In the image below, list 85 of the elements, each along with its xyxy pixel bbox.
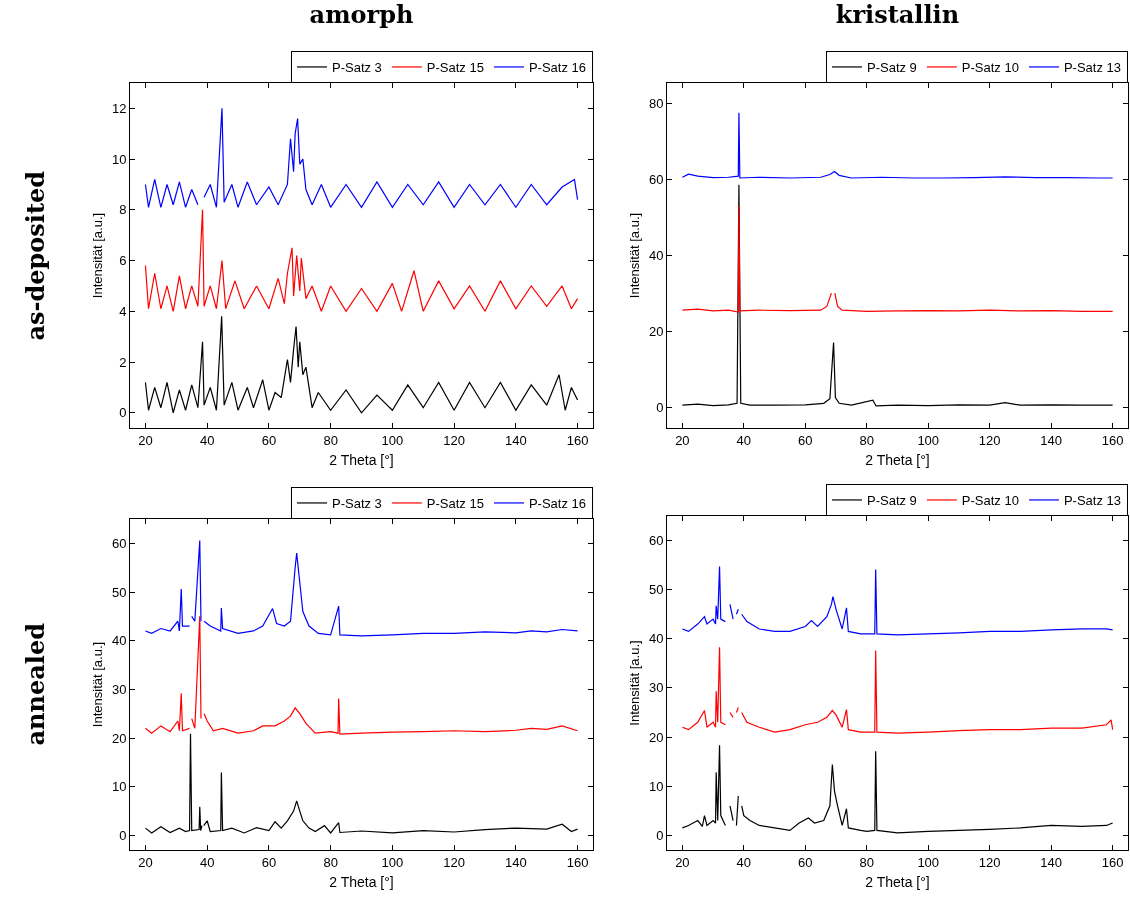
legend-label: P-Satz 16 [528, 496, 587, 512]
y-tick-label: 0 [119, 405, 127, 421]
line-series [681, 112, 1114, 179]
y-tick-label: 0 [656, 399, 664, 415]
chart-title: kristallin [835, 0, 960, 29]
y-tick-label: 10 [111, 151, 127, 167]
y-tick-label: 0 [656, 827, 664, 843]
y-axis-title: Intensität [a.u.] [626, 212, 642, 299]
x-tick-label: 60 [798, 432, 813, 448]
x-axis-title: 2 Theta [°] [865, 451, 930, 468]
x-tick-label: 20 [675, 432, 690, 448]
x-tick-label: 140 [504, 854, 527, 870]
y-tick-label: 10 [648, 778, 664, 794]
x-tick-label: 40 [736, 854, 752, 870]
x-tick-label: 160 [566, 854, 589, 870]
x-tick-label: 120 [443, 854, 465, 870]
y-tick-label: 60 [111, 535, 127, 551]
x-tick-label: 80 [323, 432, 338, 448]
line-series [144, 209, 579, 312]
x-tick-label: 120 [978, 432, 1001, 448]
y-tick-label: 60 [648, 533, 664, 549]
x-tick-label: 120 [978, 854, 1001, 870]
x-axis-title: 2 Theta [°] [865, 873, 930, 890]
x-tick-label: 60 [798, 854, 813, 870]
y-tick-label: 20 [648, 729, 664, 745]
x-tick-label: 140 [1040, 854, 1063, 870]
x-axis-title: 2 Theta [°] [329, 873, 394, 890]
x-tick-label: 20 [138, 432, 153, 448]
y-tick-label: 0 [119, 827, 127, 843]
x-tick-label: 60 [261, 854, 277, 870]
legend-label: P-Satz 15 [426, 60, 484, 76]
y-tick-label: 2 [119, 354, 127, 370]
x-tick-label: 160 [1101, 854, 1124, 870]
x-tick-label: 40 [199, 854, 215, 870]
text: annealed [20, 622, 50, 746]
y-tick-label: 6 [119, 253, 127, 269]
legend-label: P-Satz 13 [1063, 60, 1122, 76]
legend-label: P-Satz 3 [332, 60, 382, 76]
x-axis-title: 2 Theta [°] [329, 451, 394, 468]
x-tick-label: 100 [381, 432, 404, 448]
x-tick-label: 160 [566, 432, 589, 448]
chart-title: amorph [309, 0, 414, 29]
x-tick-label: 40 [736, 432, 752, 448]
y-tick-label: 8 [119, 202, 127, 218]
x-tick-label: 20 [675, 854, 690, 870]
x-tick-label: 80 [859, 854, 874, 870]
y-tick-label: 50 [111, 584, 127, 600]
legend-label: P-Satz 15 [426, 496, 484, 512]
y-tick-label: 40 [648, 631, 664, 647]
legend-label: P-Satz 16 [528, 60, 587, 76]
x-tick-label: 160 [1101, 432, 1124, 448]
y-tick-label: 40 [648, 247, 664, 263]
y-tick-label: 80 [648, 95, 664, 111]
x-tick-label: 100 [917, 432, 940, 448]
legend-label: P-Satz 13 [1063, 493, 1122, 509]
x-tick-label: 60 [261, 432, 277, 448]
y-tick-label: 12 [111, 100, 127, 116]
x-tick-label: 100 [381, 854, 404, 870]
x-tick-label: 120 [443, 432, 465, 448]
y-tick-label: 40 [111, 633, 127, 649]
legend-label: P-Satz 9 [867, 60, 917, 76]
y-tick-label: 60 [648, 171, 664, 187]
x-tick-label: 100 [917, 854, 940, 870]
y-tick-label: 30 [648, 680, 664, 696]
x-tick-label: 20 [138, 854, 153, 870]
y-axis-title: Intensität [a.u.] [89, 641, 105, 728]
y-tick-label: 20 [111, 730, 127, 746]
x-tick-label: 80 [859, 432, 874, 448]
x-tick-label: 140 [504, 432, 527, 448]
legend-label: P-Satz 9 [867, 493, 917, 509]
y-tick-label: 30 [111, 681, 127, 697]
line-series [144, 315, 579, 414]
y-tick-label: 4 [119, 303, 127, 319]
y-tick-label: 20 [648, 323, 664, 339]
legend-label: P-Satz 10 [961, 493, 1019, 509]
x-tick-label: 140 [1040, 432, 1063, 448]
text: as-deposited [20, 170, 50, 341]
y-tick-label: 50 [648, 582, 664, 598]
x-tick-label: 40 [199, 432, 215, 448]
y-tick-label: 10 [111, 779, 127, 795]
y-axis-title: Intensität [a.u.] [626, 640, 642, 726]
y-axis-title: Intensität [a.u.] [89, 212, 105, 299]
legend-label: P-Satz 10 [961, 60, 1019, 76]
legend-label: P-Satz 3 [332, 496, 382, 512]
x-tick-label: 80 [323, 854, 338, 870]
